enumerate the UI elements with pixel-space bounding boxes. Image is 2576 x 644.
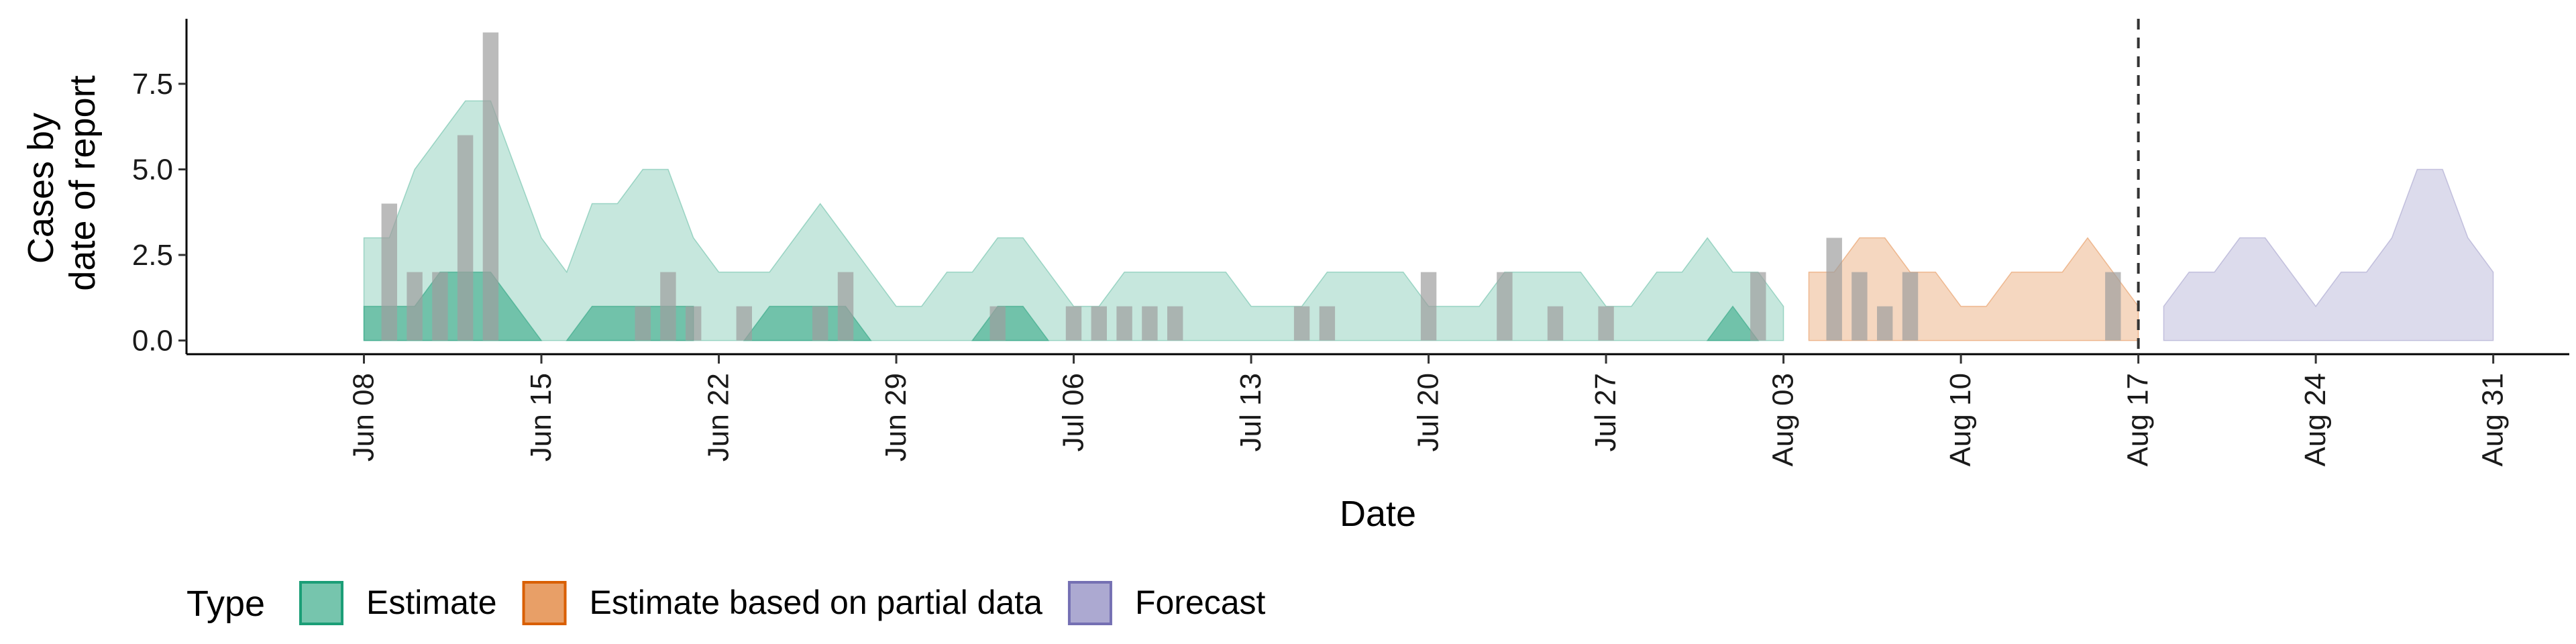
x-tick-label: Jun 29	[879, 373, 912, 462]
x-tick-label: Aug 24	[2299, 373, 2332, 466]
y-axis-title: Cases by date of report	[21, 75, 103, 290]
reported-cases-bar	[1497, 272, 1513, 341]
x-axis-ticks: Jun 08 Jun 15 Jun 22 Jun 29 Jul 06 Jul 13 Jul …	[347, 354, 2510, 466]
legend-key-estimate	[299, 581, 343, 625]
reported-cases-bar	[989, 306, 1006, 341]
reported-cases-bar	[2105, 272, 2121, 341]
reported-cases-bar	[635, 306, 651, 341]
legend: Type Estimate Estimate based on partial d…	[186, 581, 1266, 625]
y-tick-label: 0.0	[132, 325, 173, 358]
reported-cases-bar	[1091, 306, 1107, 341]
axes: 0.0 2.5 5.0 7.5 Jun 08 Jun 15 Jun 22 Jun 29 Jul…	[132, 19, 2569, 466]
legend-label-forecast: Forecast	[1135, 584, 1266, 621]
reported-cases-bar	[812, 306, 828, 341]
reported-cases-bar	[1851, 272, 1868, 341]
x-tick-label: Aug 03	[1767, 373, 1800, 466]
x-tick-label: Jun 22	[702, 373, 735, 462]
y-tick-label: 5.0	[132, 153, 173, 186]
reported-cases-bar	[1065, 306, 1082, 341]
legend-title: Type	[186, 584, 265, 624]
legend-items: Estimate Estimate based on partial data Fo…	[299, 581, 1266, 625]
reported-cases-bar	[1877, 306, 1893, 341]
reported-cases-bar	[1116, 306, 1132, 341]
reported-cases-bar	[1826, 237, 1842, 341]
x-tick-label: Jun 08	[347, 373, 380, 462]
y-tick-label: 2.5	[132, 239, 173, 272]
y-tick-label: 7.5	[132, 68, 173, 101]
reported-cases-bar	[1420, 272, 1437, 341]
x-tick-label: Jul 27	[1589, 373, 1622, 451]
y-axis-title-line-1: Cases by	[21, 113, 61, 264]
x-tick-label: Jul 13	[1234, 373, 1267, 451]
reported-cases-bar	[1598, 306, 1614, 341]
y-axis-ticks: 0.0 2.5 5.0 7.5	[132, 68, 186, 358]
reported-cases-bar	[686, 306, 702, 341]
forecast-outer-band	[2163, 168, 2494, 341]
reported-cases-bar	[1750, 272, 1766, 341]
x-axis-title: Date	[1340, 494, 1416, 534]
reported-cases-bar	[482, 32, 499, 341]
legend-label-estimate-based-on-partial-data: Estimate based on partial data	[590, 584, 1043, 621]
x-tick-label: Aug 17	[2122, 373, 2155, 466]
reported-cases-bar	[1547, 306, 1564, 341]
reported-cases-bar	[1142, 306, 1158, 341]
reported-cases-bar	[660, 272, 676, 341]
reported-cases-bar	[837, 272, 854, 341]
reported-cases-bar	[1902, 272, 1919, 341]
legend-label-estimate: Estimate	[366, 584, 497, 621]
reported-cases-bar	[457, 135, 474, 341]
legend-key-estimate-based-on-partial-data	[522, 581, 567, 625]
estimate-outer-band	[363, 100, 1784, 341]
reported-cases-bar	[736, 306, 752, 341]
reported-cases-bars	[381, 32, 2121, 341]
x-tick-label: Jul 06	[1057, 373, 1090, 451]
reported-cases-bar	[1167, 306, 1183, 341]
x-tick-label: Jun 15	[525, 373, 557, 462]
legend-key-forecast	[1067, 581, 1112, 625]
reported-cases-bar	[432, 272, 448, 341]
x-tick-label: Jul 20	[1412, 373, 1445, 451]
x-tick-label: Aug 10	[1944, 373, 1977, 466]
x-tick-label: Aug 31	[2477, 373, 2510, 466]
reported-cases-bar	[1293, 306, 1310, 341]
reported-cases-bar	[407, 272, 423, 341]
reported-cases-bar	[1319, 306, 1336, 341]
reported-cases-bar	[381, 203, 397, 341]
y-axis-title-line-2: date of report	[62, 75, 103, 290]
